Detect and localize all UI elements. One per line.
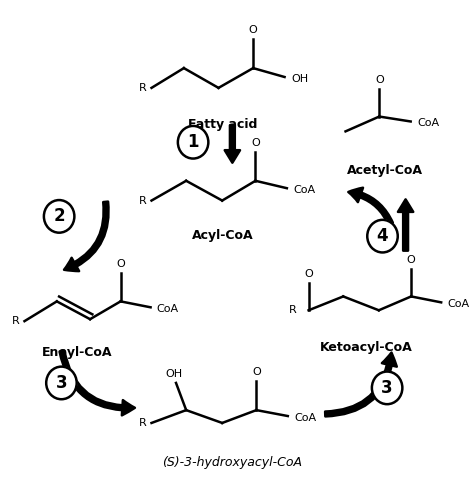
Text: O: O	[116, 259, 125, 269]
Text: O: O	[252, 367, 261, 378]
Text: Fatty acid: Fatty acid	[189, 117, 258, 131]
Text: CoA: CoA	[417, 118, 439, 128]
Text: Acetyl-CoA: Acetyl-CoA	[347, 165, 423, 177]
Text: O: O	[249, 25, 257, 35]
Text: O: O	[304, 269, 313, 279]
Text: 1: 1	[187, 133, 199, 151]
Circle shape	[44, 200, 74, 233]
Text: Ketoacyl-CoA: Ketoacyl-CoA	[320, 341, 413, 354]
Text: CoA: CoA	[447, 299, 469, 309]
Text: R: R	[289, 305, 297, 315]
Text: O: O	[375, 76, 383, 85]
FancyArrowPatch shape	[60, 350, 135, 415]
Text: R: R	[12, 316, 20, 326]
Text: CoA: CoA	[294, 413, 316, 422]
Text: O: O	[251, 138, 260, 148]
Text: Enoyl-CoA: Enoyl-CoA	[42, 346, 113, 359]
FancyArrowPatch shape	[225, 125, 240, 163]
Text: 4: 4	[377, 227, 388, 245]
Text: 3: 3	[381, 379, 393, 397]
Text: Acyl-CoA: Acyl-CoA	[192, 229, 254, 242]
Text: OH: OH	[165, 369, 182, 379]
Circle shape	[178, 126, 209, 159]
Text: 2: 2	[53, 207, 65, 225]
Circle shape	[367, 220, 398, 252]
FancyArrowPatch shape	[398, 199, 413, 250]
Text: OH: OH	[291, 75, 308, 84]
Text: CoA: CoA	[156, 304, 179, 314]
Text: R: R	[139, 195, 147, 206]
Text: R: R	[139, 83, 147, 93]
Text: O: O	[407, 255, 416, 265]
Text: (S)-3-hydroxyacyl-CoA: (S)-3-hydroxyacyl-CoA	[163, 456, 302, 469]
Circle shape	[46, 367, 77, 399]
FancyArrowPatch shape	[348, 188, 393, 225]
FancyArrowPatch shape	[64, 202, 109, 271]
Text: 3: 3	[55, 374, 67, 392]
FancyArrowPatch shape	[325, 352, 397, 416]
Circle shape	[372, 372, 402, 404]
Text: R: R	[139, 418, 147, 428]
Text: CoA: CoA	[293, 185, 316, 195]
